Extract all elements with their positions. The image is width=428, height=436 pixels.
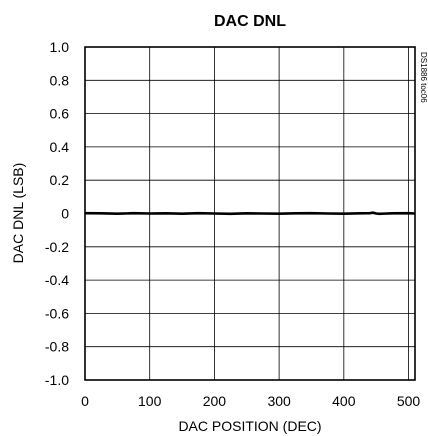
y-tick-label: 1.0 [50,39,70,55]
y-axis-label: DAC DNL (LSB) [10,163,26,264]
y-tick-label: -0.8 [45,339,69,355]
y-tick-label: 0.6 [50,106,70,122]
y-tick-label: 0.4 [50,139,70,155]
dnl-series-line [84,211,416,216]
y-tick-label: -0.4 [45,272,69,288]
x-tick-label: 100 [138,393,162,409]
y-tick-labels: 1.0 0.8 0.6 0.4 0.2 0 -0.2 -0.4 -0.6 -0.8 -1.0 [45,39,69,388]
y-tick-label: 0 [61,206,69,222]
figure-code: DS1886 toc06 [419,52,428,103]
x-tick-label: 500 [397,393,421,409]
y-tick-label: 0.8 [50,72,70,88]
x-tick-label: 300 [267,393,291,409]
y-tick-label: -1.0 [45,372,69,388]
y-tick-label: -0.6 [45,305,69,321]
y-tick-label: 0.2 [50,172,70,188]
y-tick-label: -0.2 [45,239,69,255]
series-group [84,211,416,216]
x-tick-label: 200 [203,393,227,409]
x-tick-label: 0 [81,393,89,409]
chart-title: DAC DNL [214,13,286,30]
x-tick-labels: 0 100 200 300 400 500 [81,393,420,409]
x-axis-label: DAC POSITION (DEC) [178,418,321,434]
x-tick-label: 400 [332,393,356,409]
